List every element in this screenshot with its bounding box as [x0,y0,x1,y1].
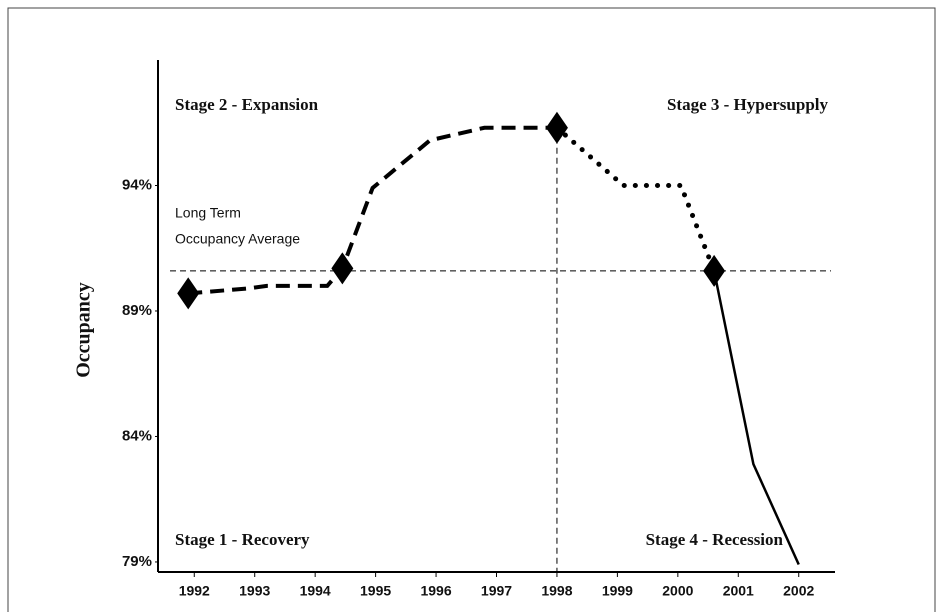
marker [703,254,726,287]
x-tick-label: 1998 [541,583,572,599]
marker [545,111,568,144]
y-axis-label: Occupancy [73,282,95,378]
line [554,125,717,274]
line [188,125,557,296]
x-tick-label: 2002 [783,583,814,599]
frame [7,7,936,612]
line [712,270,800,565]
x-tick-label: 1995 [360,583,391,599]
annotation: Long Term [175,205,241,221]
x-tick-label: 1997 [481,583,512,599]
x-tick-label: 1999 [602,583,633,599]
marker [331,252,354,285]
annotation: Stage 2 - Expansion [175,95,319,114]
annotation: Stage 4 - Recession [646,530,784,549]
x-tick-label: 2001 [723,583,754,599]
annotation: Stage 3 - Hypersupply [667,95,829,114]
y-tick-label: 79% [122,553,152,570]
x-tick-label: 1994 [300,583,331,599]
y-tick-label: 89% [122,302,152,319]
marker [177,277,200,310]
annotation: Occupancy Average [175,231,300,247]
x-tick-label: 1996 [420,583,451,599]
x-tick-label: 2000 [662,583,693,599]
x-tick-label: 1992 [179,583,210,599]
annotation: Stage 1 - Recovery [175,530,310,549]
y-tick-label: 84% [122,427,152,444]
x-tick-label: 1993 [239,583,270,599]
y-tick-label: 94% [122,176,152,193]
